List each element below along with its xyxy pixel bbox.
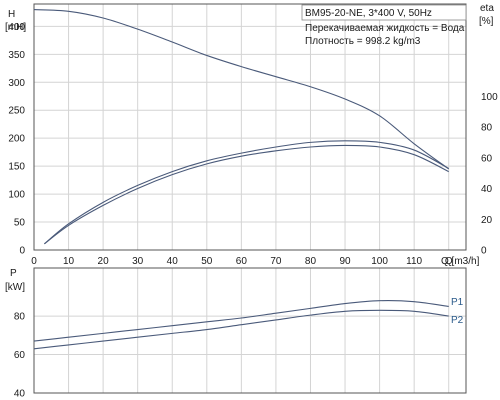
- y-tick-label: 400: [8, 22, 25, 33]
- power-axis-label: P: [10, 268, 17, 279]
- x-tick-label: 20: [98, 256, 110, 267]
- power-axis-unit: [kW]: [5, 282, 25, 293]
- x-tick-label: 30: [132, 256, 144, 267]
- x-tick-label: 40: [167, 256, 179, 267]
- top-y2-ticks: 0 20 40 60 80 100: [481, 92, 498, 257]
- density-note: Плотность = 998.2 kg/m3: [305, 36, 421, 47]
- title-box: [301, 4, 467, 21]
- y-tick-label: 60: [14, 350, 26, 361]
- head-axis-unit: [mH]: [5, 22, 26, 33]
- power-curve-p2: [33, 309, 449, 350]
- x-tick-label: 10: [63, 256, 75, 267]
- y2-tick-label: 20: [481, 215, 493, 226]
- efficiency-curve: [44, 140, 449, 245]
- y-tick-label: 50: [14, 218, 26, 229]
- bottom-y-ticks: 40 60 80: [14, 312, 26, 400]
- y-tick-label: 100: [8, 190, 25, 201]
- x-tick-label: 80: [305, 256, 317, 267]
- x-tick-label: 0: [31, 256, 37, 267]
- y-tick-label: 300: [8, 78, 25, 89]
- x-tick-label: Q: [445, 256, 453, 267]
- y-tick-label: 250: [8, 106, 25, 117]
- top-plot-frame: [33, 3, 467, 251]
- x-tick-label: 60: [236, 256, 248, 267]
- y2-tick-label: 60: [481, 153, 493, 164]
- x-tick-label: 70: [270, 256, 282, 267]
- series-label-p1: P1: [451, 297, 464, 308]
- y2-tick-label: 100: [481, 92, 498, 103]
- head-curve: [33, 9, 450, 170]
- bottom-curves: [33, 300, 449, 350]
- flow-axis-label: Q [m3/h]: [441, 256, 480, 267]
- y2-tick-label: 80: [481, 123, 493, 134]
- x-tick-label: 90: [339, 256, 351, 267]
- power-curve-p1: [33, 300, 449, 342]
- y-tick-label: 150: [8, 162, 25, 173]
- x-tick-label: 50: [201, 256, 213, 267]
- y-tick-label: 0: [19, 246, 25, 257]
- y-tick-label: 200: [8, 134, 25, 145]
- eta-axis-label: eta: [480, 3, 494, 14]
- top-y-ticks: 0 50 100 150 200 250 300 350 400: [8, 22, 25, 257]
- bottom-plot-frame: [33, 267, 467, 394]
- fluid-note: Перекачиваемая жидкость = Вода: [305, 23, 465, 34]
- bottom-grid: [33, 268, 466, 394]
- eta-axis-unit: [%]: [479, 16, 494, 27]
- top-x-ticks: 0 10 20 30 40 50 60 70 80 90 100 110 Q: [31, 256, 453, 267]
- series-label-p2: P2: [451, 315, 464, 326]
- y-tick-label: 80: [14, 312, 26, 323]
- chart-title: BM95-20-NE, 3*400 V, 50Hz: [305, 8, 432, 19]
- y2-tick-label: 0: [481, 246, 487, 257]
- top-curves: [33, 9, 450, 245]
- y2-tick-label: 40: [481, 184, 493, 195]
- efficiency-curve: [44, 144, 449, 245]
- x-tick-label: 100: [371, 256, 388, 267]
- head-axis-label: H: [8, 9, 15, 20]
- x-tick-label: 110: [406, 256, 422, 267]
- y-tick-label: 350: [8, 50, 25, 61]
- y-tick-label: 40: [14, 389, 26, 400]
